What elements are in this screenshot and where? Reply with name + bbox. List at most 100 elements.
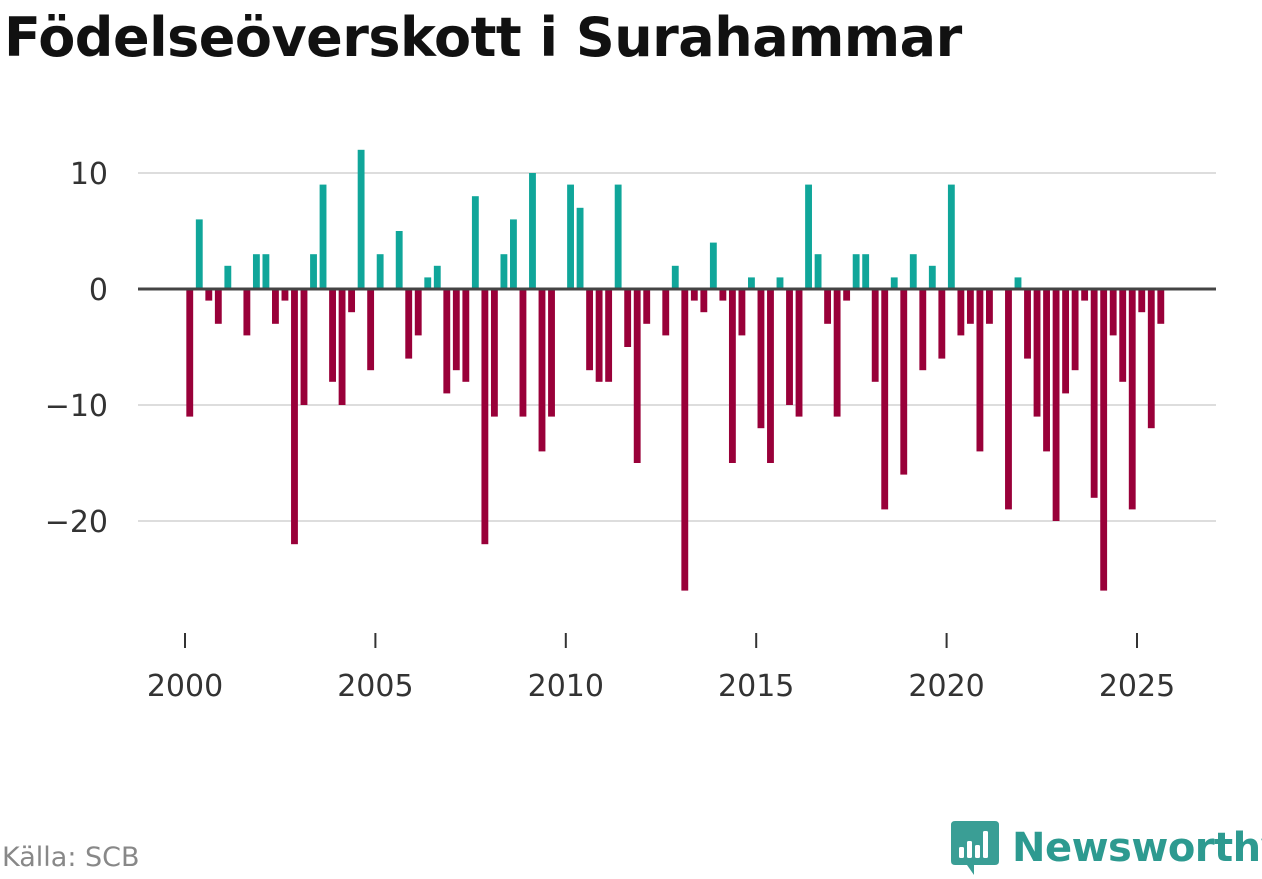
bar bbox=[852, 254, 860, 289]
bar bbox=[405, 289, 413, 359]
bar bbox=[252, 254, 260, 289]
bar bbox=[605, 289, 613, 382]
bar bbox=[728, 289, 736, 463]
bar bbox=[671, 265, 679, 289]
bar bbox=[490, 289, 498, 417]
x-tick-label: 2005 bbox=[337, 669, 413, 704]
bar bbox=[643, 289, 651, 324]
bar bbox=[919, 289, 927, 371]
newsworthy-logo-icon bbox=[951, 821, 999, 875]
bar bbox=[1157, 289, 1165, 324]
bar bbox=[1109, 289, 1117, 336]
bar bbox=[862, 254, 870, 289]
bar bbox=[1033, 289, 1041, 417]
bar bbox=[624, 289, 632, 347]
bar bbox=[1100, 289, 1108, 591]
bar bbox=[424, 277, 432, 289]
bar bbox=[709, 242, 717, 289]
bar bbox=[681, 289, 689, 591]
bar bbox=[833, 289, 841, 417]
bar bbox=[538, 289, 546, 452]
bar bbox=[224, 265, 232, 289]
bar bbox=[272, 289, 279, 324]
bar bbox=[1128, 289, 1136, 510]
y-tick-label: 0 bbox=[89, 273, 108, 308]
bar bbox=[186, 289, 194, 417]
bar bbox=[690, 289, 698, 301]
bar bbox=[214, 289, 222, 324]
bar bbox=[1138, 289, 1146, 313]
bar bbox=[433, 265, 441, 289]
bar bbox=[976, 289, 984, 452]
x-tick-label: 2000 bbox=[147, 669, 223, 704]
bar bbox=[338, 289, 346, 405]
bar bbox=[700, 289, 708, 313]
bar bbox=[1119, 289, 1127, 382]
source-label: Källa: SCB bbox=[2, 842, 140, 873]
bar bbox=[938, 289, 946, 359]
x-tick-label: 2025 bbox=[1099, 669, 1175, 704]
bar bbox=[824, 289, 832, 324]
bar bbox=[205, 289, 213, 301]
bar bbox=[1081, 289, 1089, 301]
bar bbox=[443, 289, 451, 394]
bar bbox=[1005, 289, 1012, 510]
bar bbox=[1014, 277, 1022, 289]
bar bbox=[500, 254, 508, 289]
x-tick-label: 2015 bbox=[718, 669, 794, 704]
bar bbox=[1052, 289, 1060, 521]
y-tick-label: −10 bbox=[45, 389, 108, 424]
bar bbox=[1071, 289, 1079, 371]
y-tick-label: 10 bbox=[70, 157, 108, 192]
bar bbox=[843, 289, 851, 301]
bar bbox=[738, 289, 746, 336]
bar bbox=[748, 277, 755, 289]
bar bbox=[291, 289, 298, 545]
bar bbox=[786, 289, 793, 405]
bar bbox=[195, 219, 203, 289]
bar bbox=[757, 289, 765, 429]
bar bbox=[310, 254, 317, 289]
bar bbox=[767, 289, 774, 463]
bar bbox=[367, 289, 375, 371]
bar bbox=[300, 289, 308, 405]
bar bbox=[519, 289, 527, 417]
bar bbox=[1147, 289, 1155, 429]
bar bbox=[814, 254, 822, 289]
bar bbox=[805, 184, 812, 289]
bar bbox=[586, 289, 594, 371]
bars bbox=[186, 149, 1165, 591]
newsworthy-logo-text: Newsworthy bbox=[1012, 825, 1262, 871]
bar bbox=[529, 173, 536, 289]
bar bbox=[281, 289, 289, 301]
bar bbox=[947, 184, 955, 289]
bar bbox=[462, 289, 470, 382]
bar bbox=[719, 289, 727, 301]
bar bbox=[1043, 289, 1050, 452]
bar bbox=[395, 231, 403, 289]
bar bbox=[376, 254, 384, 289]
bar bbox=[548, 289, 555, 417]
bar bbox=[319, 184, 327, 289]
bar bbox=[348, 289, 356, 313]
bar bbox=[909, 254, 917, 289]
bar bbox=[871, 289, 879, 382]
bar bbox=[890, 277, 898, 289]
bar bbox=[243, 289, 251, 336]
bar bbox=[966, 289, 974, 324]
bar bbox=[510, 219, 517, 289]
bar bbox=[1024, 289, 1031, 359]
bar bbox=[900, 289, 908, 475]
y-axis: 10 0 −10 −20 bbox=[45, 157, 108, 540]
newsworthy-logo: Newsworthy bbox=[950, 818, 1262, 878]
bar bbox=[662, 289, 670, 336]
bar bbox=[471, 196, 479, 289]
bar bbox=[881, 289, 889, 510]
bar bbox=[452, 289, 460, 371]
bar bbox=[614, 184, 622, 289]
bar bbox=[329, 289, 336, 382]
bar bbox=[262, 254, 270, 289]
x-tick-label: 2010 bbox=[528, 669, 604, 704]
chart-title: Födelseöverskott i Surahammar bbox=[4, 6, 962, 69]
